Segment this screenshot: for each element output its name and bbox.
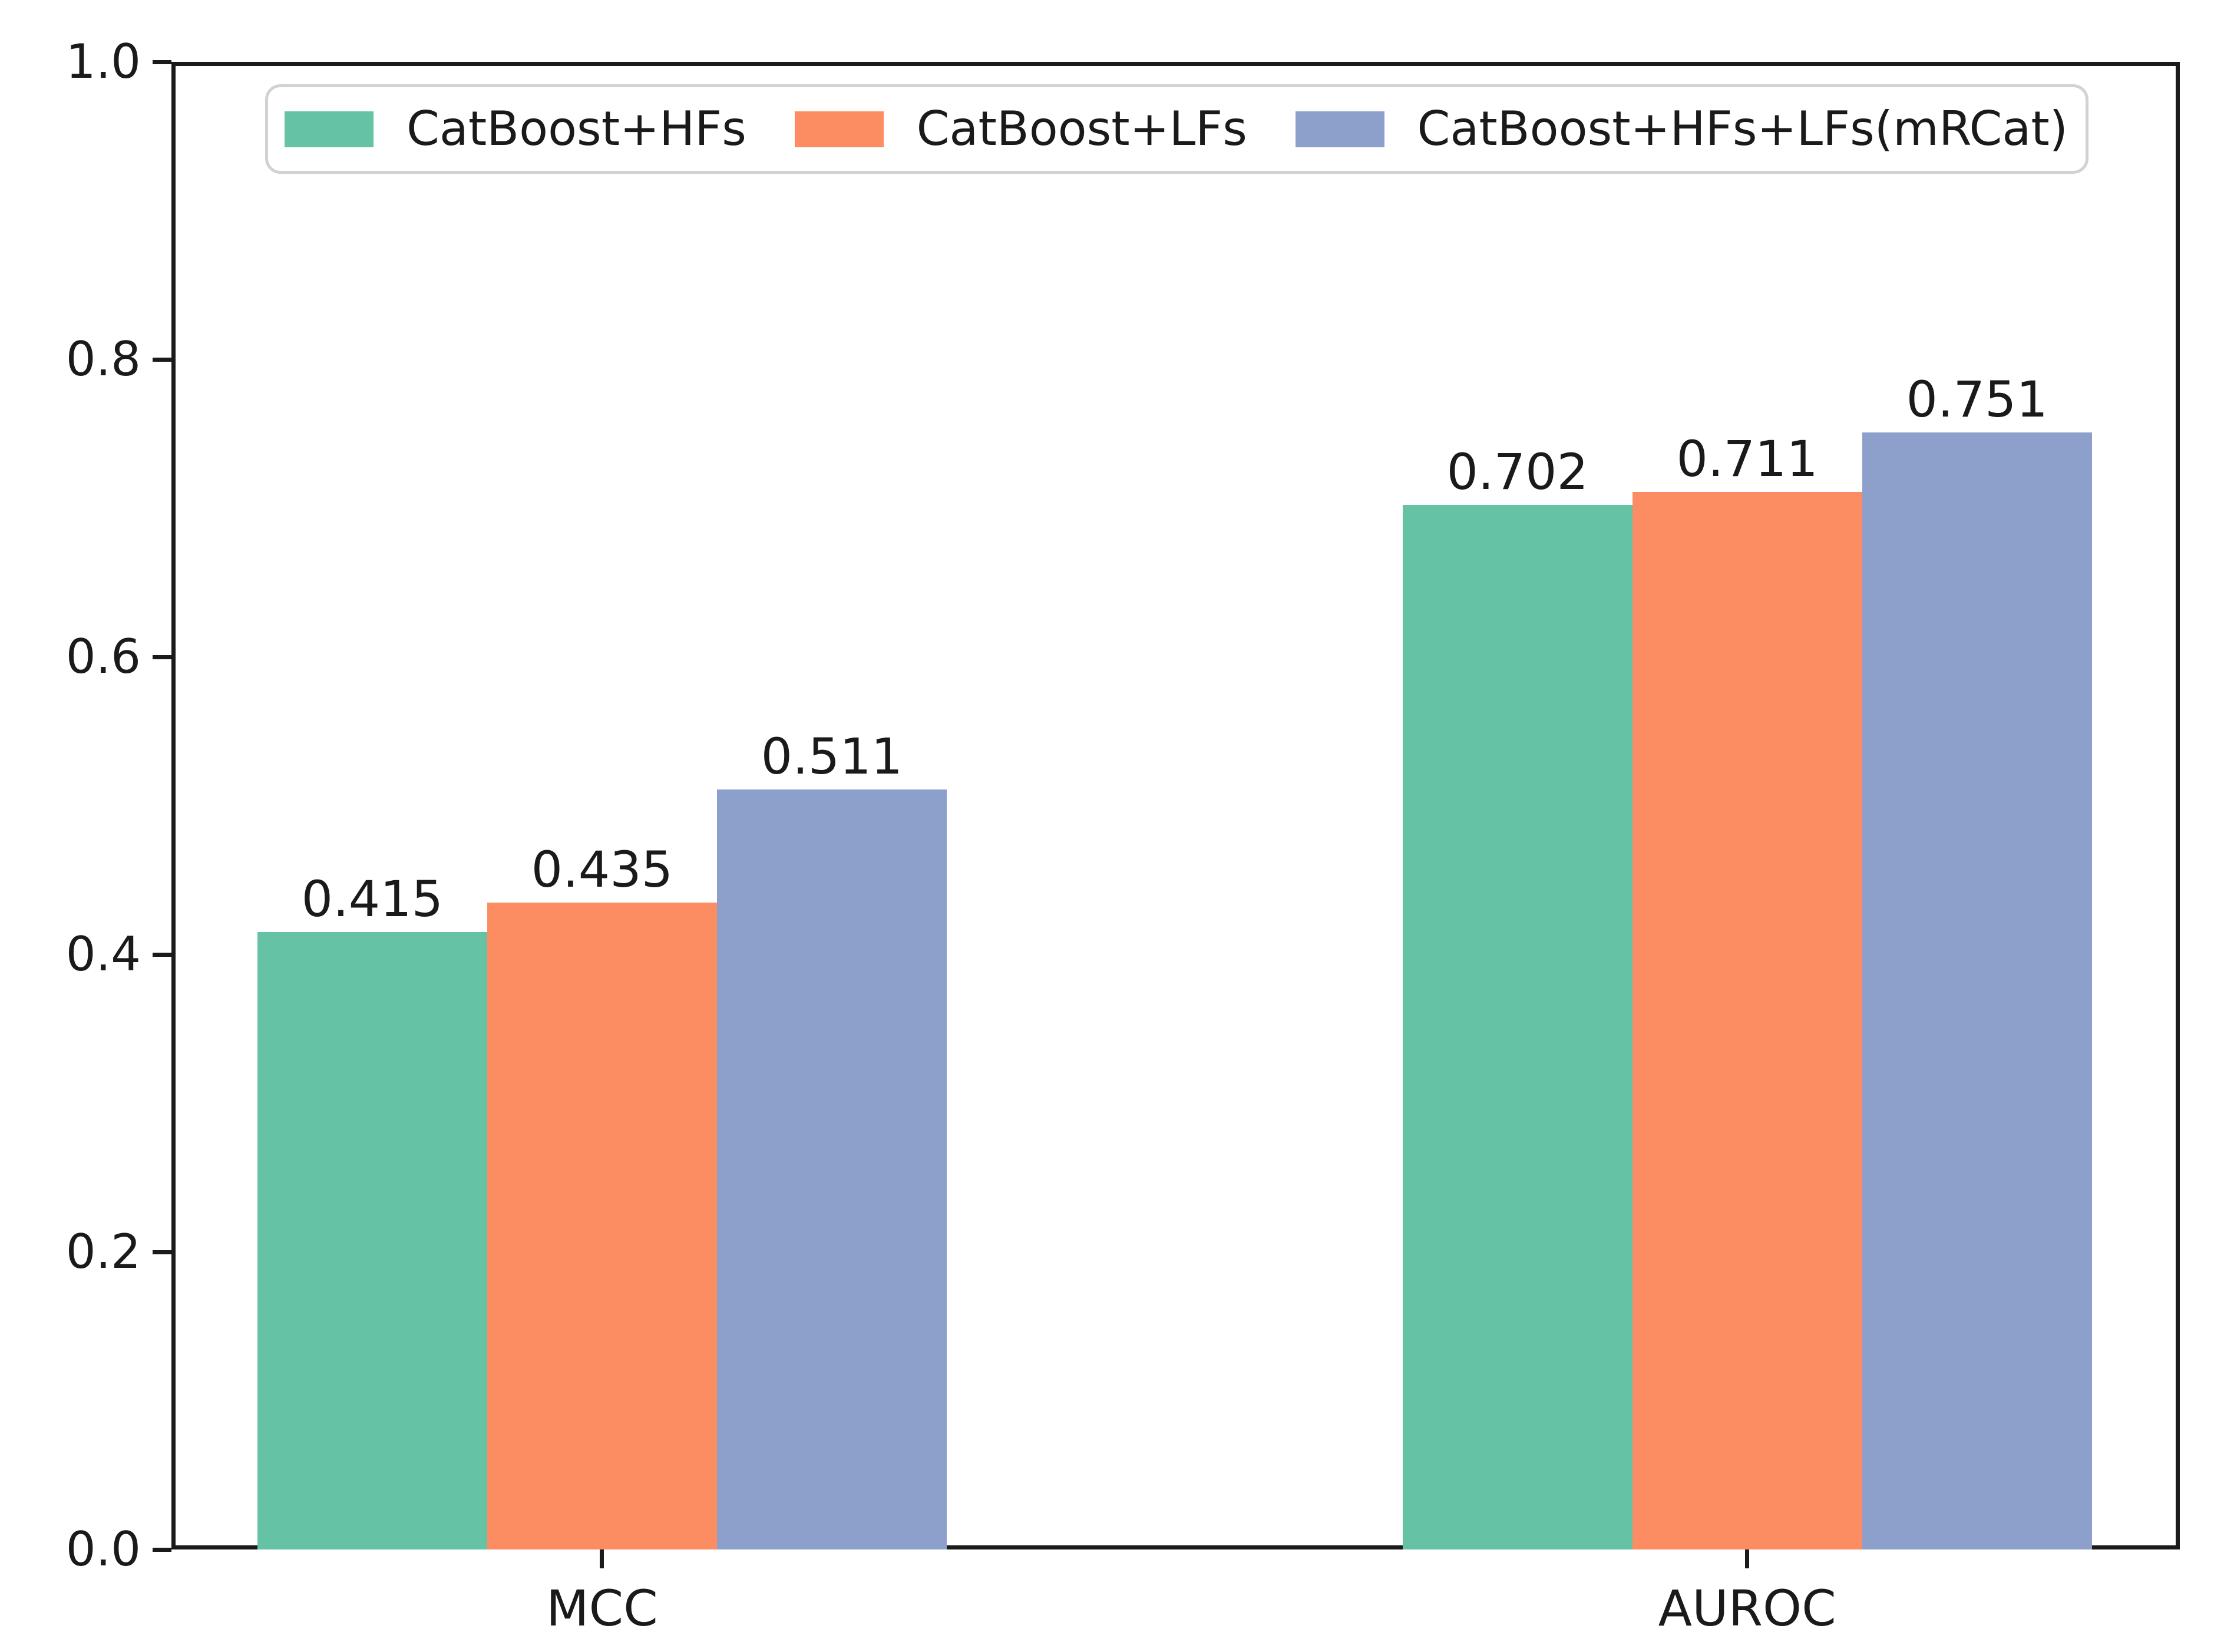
legend-color-swatch [1295, 111, 1384, 147]
legend-color-swatch [285, 111, 374, 147]
legend-item-series-2: CatBoost+HFs+LFs(mRCat) [1295, 101, 2068, 156]
legend-label: CatBoost+LFs [916, 101, 1247, 156]
legend-color-swatch [794, 111, 884, 147]
y-axis-tick-mark [153, 1250, 171, 1254]
bar-value-label: 0.435 [531, 840, 673, 898]
bar-auroc-series-2 [1862, 432, 2092, 1549]
y-axis-tick-label: 0.4 [65, 927, 141, 982]
y-axis-tick-label: 1.0 [65, 34, 141, 89]
legend-item-series-0: CatBoost+HFs [285, 105, 746, 153]
bar-auroc-series-1 [1632, 491, 1862, 1549]
bar-mcc-series-1 [487, 902, 717, 1549]
y-axis-tick-label: 0.6 [65, 629, 141, 684]
y-axis-tick-label: 0.8 [65, 332, 141, 386]
y-axis-tick-mark [153, 655, 171, 659]
legend: CatBoost+HFs CatBoost+LFs CatBoost+HFs+LFs… [265, 84, 2088, 174]
y-axis-tick-label: 0.2 [65, 1224, 141, 1279]
x-axis-tick-mark [1745, 1549, 1750, 1568]
y-axis-tick-mark [153, 357, 171, 362]
bar-auroc-series-0 [1402, 505, 1633, 1549]
bar-mcc-series-2 [716, 789, 947, 1549]
legend-item-series-1: CatBoost+LFs [794, 101, 1247, 156]
bar-value-label: 0.415 [301, 870, 444, 929]
y-axis-tick-mark [153, 952, 171, 957]
bar-value-label: 0.511 [761, 727, 903, 785]
y-axis-tick-label: 0.0 [65, 1522, 141, 1577]
y-axis-tick-mark [153, 1547, 171, 1552]
x-axis-tick-mark [600, 1549, 604, 1568]
bar-value-label: 0.711 [1676, 429, 1818, 488]
x-axis-category-label: AUROC [1658, 1580, 1836, 1637]
bar-mcc-series-0 [257, 932, 487, 1549]
bar-value-label: 0.702 [1446, 443, 1588, 501]
legend-label: CatBoost+HFs+LFs(mRCat) [1417, 101, 2068, 156]
y-axis-tick-mark [153, 60, 171, 64]
legend-label: CatBoost+HFs [407, 101, 746, 156]
plot-area [171, 62, 2180, 1549]
bar-value-label: 0.751 [1906, 370, 2048, 428]
x-axis-category-label: MCC [546, 1580, 658, 1637]
